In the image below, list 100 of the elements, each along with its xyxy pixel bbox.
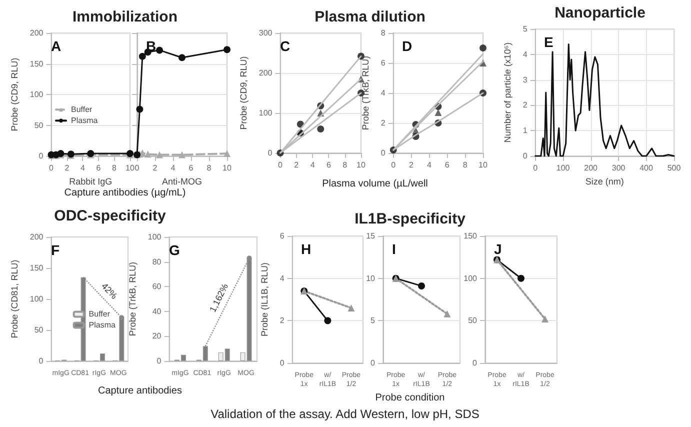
- x-axis-title: Size (nm): [585, 176, 624, 186]
- y-tick-label: 50: [468, 316, 478, 326]
- y-tick-label: 5: [522, 24, 528, 34]
- x-tick-label: 8: [342, 160, 348, 170]
- x-tick-label: 0: [533, 164, 538, 172]
- y-tick-label: 200: [30, 28, 44, 38]
- text: Immobilization: [72, 8, 178, 26]
- x-axis-title: Anti-MOG: [162, 176, 202, 186]
- legend-label: Plasma: [71, 116, 98, 126]
- x-tick-label: 4: [426, 160, 432, 170]
- y-tick-label: 15: [366, 232, 376, 240]
- y-tick-label: 100: [464, 274, 478, 283]
- x-tick-label: 0: [49, 164, 54, 172]
- x-tick-label: 2: [64, 164, 70, 172]
- y-axis-title: Probe (CD9, RLU): [238, 56, 248, 130]
- x-tick-label: 4: [80, 164, 86, 172]
- y-axis-title: Probe (CD9, RLU): [10, 58, 20, 132]
- y-tick-label: 0: [472, 358, 478, 368]
- y-axis-title: Probe (CD81, RLU): [10, 260, 20, 338]
- x-tick-label: 10: [478, 160, 488, 170]
- chart-title: I: [392, 241, 396, 257]
- y-tick-label: 3: [522, 75, 528, 84]
- text: ODC-specificity: [54, 208, 166, 224]
- x-tick-label: 0: [134, 164, 140, 172]
- x-tick-label: 500: [667, 164, 682, 172]
- y-tick-label: 0: [156, 356, 162, 366]
- y-tick-label: 2: [380, 118, 386, 128]
- text: Plasma dilution: [314, 8, 426, 26]
- x-axis-title: Rabbit IgG: [69, 176, 112, 186]
- y-tick-label: 6: [380, 58, 386, 68]
- y-tick-label: 150: [30, 59, 44, 68]
- y-tick-label: 200: [258, 68, 273, 78]
- y-tick-label: 300: [258, 28, 273, 38]
- text: Capture antibodies (µg/mL): [64, 188, 186, 198]
- chart-title: A: [51, 38, 62, 54]
- x-tick-label: 6: [444, 160, 450, 170]
- x-tick-label: 6: [96, 164, 102, 172]
- x-tick-label: 8: [206, 164, 212, 172]
- x-tick-label: 100: [556, 164, 570, 172]
- y-axis-title: Probe (TrkB, RLU): [128, 262, 138, 336]
- y-tick-label: 20: [152, 332, 162, 341]
- y-tick-label: 100: [30, 294, 44, 304]
- y-tick-label: 50: [34, 326, 44, 334]
- y-tick-label: 50: [34, 120, 44, 130]
- y-tick-label: 0: [522, 152, 528, 160]
- y-tick-label: 100: [258, 108, 273, 118]
- x-tick-label: 10: [356, 160, 366, 170]
- y-tick-label: 0: [380, 148, 386, 158]
- y-tick-label: 100: [148, 232, 162, 242]
- y-tick-label: 40: [152, 306, 162, 316]
- chart-title: J: [494, 241, 502, 257]
- x-tick-label: 400: [640, 164, 654, 172]
- chart-title: H: [301, 241, 312, 257]
- y-tick-label: 0: [370, 358, 376, 368]
- y-tick-label: 100: [30, 90, 44, 99]
- legend-label: Plasma: [88, 320, 116, 330]
- y-tick-label: 0: [38, 356, 44, 366]
- y-tick-label: 150: [30, 264, 44, 272]
- text: Plasma volume (µL/well: [322, 178, 428, 190]
- y-tick-label: 0: [280, 358, 285, 368]
- x-tick-label: 8: [112, 164, 118, 172]
- x-tick-label: 2: [409, 160, 414, 170]
- y-tick-label: 8: [380, 28, 386, 38]
- y-tick-label: 0: [38, 152, 44, 160]
- legend-label: Buffer: [71, 105, 93, 114]
- y-tick-label: 0: [268, 148, 273, 158]
- x-tick-label: 0: [391, 160, 396, 170]
- x-tick-label: 200: [584, 164, 598, 172]
- x-tick-label: 6: [326, 160, 332, 170]
- x-tick-label: 300: [612, 164, 626, 172]
- x-tick-label: 10: [126, 164, 135, 172]
- y-tick-label: 2: [522, 100, 528, 110]
- text: Validation of the assay. Add Western, low pH, SDS: [210, 407, 480, 421]
- y-axis-title: Probe (IL1B, RLU): [260, 262, 270, 337]
- y-tick-label: 4: [522, 50, 528, 59]
- chart-title: D: [402, 38, 412, 54]
- y-axis-title: Number of particle (x10⁶): [502, 42, 512, 143]
- chart-title: F: [51, 242, 60, 258]
- chart-title: G: [169, 242, 180, 258]
- x-tick-label: 2: [294, 160, 300, 170]
- chart-title: C: [280, 38, 290, 54]
- text: Nanoparticle: [554, 4, 646, 22]
- annotation: 42%: [100, 280, 120, 301]
- y-tick-label: 60: [152, 282, 162, 292]
- legend-label: Buffer: [88, 310, 110, 319]
- text: Probe condition: [375, 392, 445, 404]
- y-tick-label: 10: [366, 274, 376, 283]
- x-tick-label: 10: [222, 164, 232, 172]
- text: Capture antibodies: [98, 386, 182, 396]
- y-tick-label: 5: [370, 316, 376, 326]
- y-tick-label: 6: [280, 232, 285, 240]
- x-tick-label: 6: [188, 164, 194, 172]
- y-tick-label: 1: [522, 126, 528, 136]
- y-tick-label: 80: [152, 257, 162, 266]
- x-tick-label: 4: [170, 164, 176, 172]
- x-tick-label: 4: [310, 160, 316, 170]
- y-tick-label: 4: [380, 88, 386, 98]
- chart-title: E: [544, 34, 554, 50]
- y-tick-label: 150: [464, 232, 478, 240]
- y-tick-label: 2: [280, 316, 285, 326]
